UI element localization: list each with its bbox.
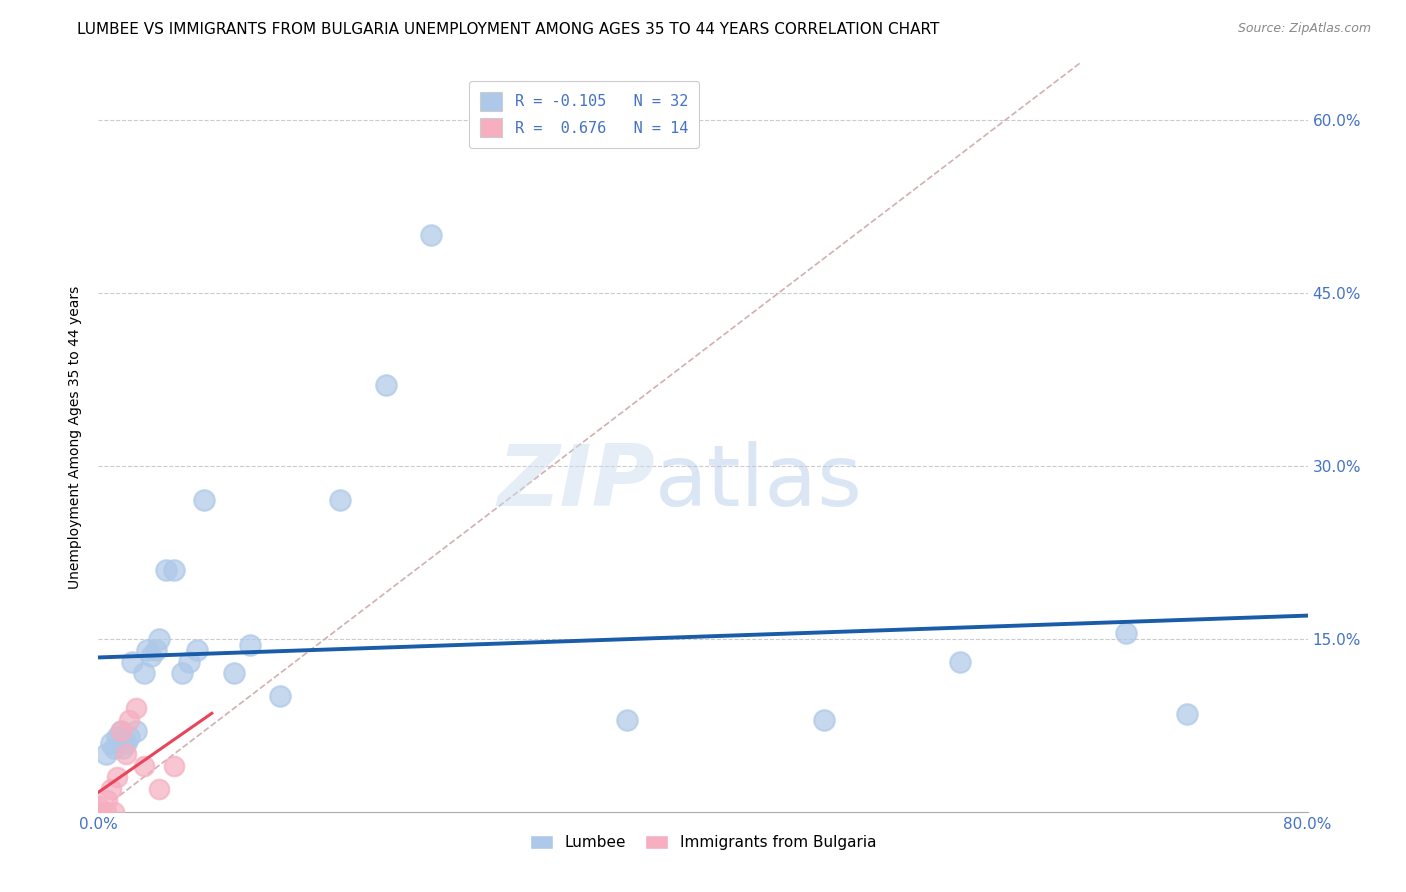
- Point: [118, 713, 141, 727]
- Point: [239, 638, 262, 652]
- Point: [114, 735, 136, 749]
- Point: [100, 735, 122, 749]
- Text: atlas: atlas: [655, 441, 863, 524]
- Point: [100, 781, 122, 796]
- Point: [163, 563, 186, 577]
- Point: [813, 713, 835, 727]
- Point: [329, 493, 352, 508]
- Legend: Lumbee, Immigrants from Bulgaria: Lumbee, Immigrants from Bulgaria: [523, 830, 883, 856]
- Point: [186, 643, 208, 657]
- Point: [224, 666, 246, 681]
- Point: [132, 758, 155, 772]
- Point: [1175, 706, 1198, 721]
- Point: [163, 758, 186, 772]
- Text: ZIP: ZIP: [496, 441, 655, 524]
- Point: [179, 655, 201, 669]
- Point: [155, 563, 177, 577]
- Point: [114, 747, 136, 761]
- Point: [105, 770, 128, 784]
- Point: [374, 378, 396, 392]
- Y-axis label: Unemployment Among Ages 35 to 44 years: Unemployment Among Ages 35 to 44 years: [69, 285, 83, 589]
- Point: [420, 228, 443, 243]
- Point: [111, 741, 134, 756]
- Point: [148, 632, 170, 646]
- Point: [87, 799, 110, 814]
- Point: [105, 730, 128, 744]
- Point: [170, 666, 193, 681]
- Point: [121, 655, 143, 669]
- Point: [135, 643, 157, 657]
- Point: [103, 805, 125, 819]
- Point: [145, 643, 167, 657]
- Text: LUMBEE VS IMMIGRANTS FROM BULGARIA UNEMPLOYMENT AMONG AGES 35 TO 44 YEARS CORREL: LUMBEE VS IMMIGRANTS FROM BULGARIA UNEMP…: [77, 22, 939, 37]
- Point: [87, 805, 110, 819]
- Point: [94, 747, 117, 761]
- Point: [96, 793, 118, 807]
- Text: Source: ZipAtlas.com: Source: ZipAtlas.com: [1237, 22, 1371, 36]
- Point: [125, 724, 148, 739]
- Point: [949, 655, 972, 669]
- Point: [269, 690, 291, 704]
- Point: [118, 730, 141, 744]
- Point: [110, 724, 132, 739]
- Point: [193, 493, 215, 508]
- Point: [110, 724, 132, 739]
- Point: [1115, 626, 1137, 640]
- Point: [132, 666, 155, 681]
- Point: [616, 713, 638, 727]
- Point: [125, 701, 148, 715]
- Point: [103, 741, 125, 756]
- Point: [148, 781, 170, 796]
- Point: [94, 805, 117, 819]
- Point: [141, 649, 163, 664]
